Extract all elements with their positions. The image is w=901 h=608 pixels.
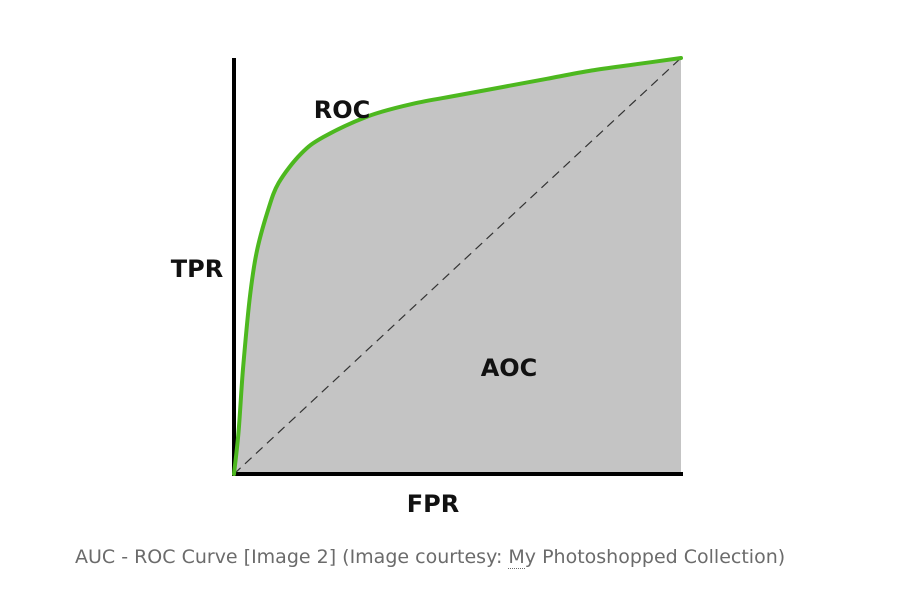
area-label: AOC xyxy=(481,354,538,382)
caption-suffix: y Photoshopped Collection) xyxy=(524,546,786,568)
figure-caption: AUC - ROC Curve [Image 2] (Image courtes… xyxy=(75,546,786,569)
roc-chart: ROC AOC TPR FPR xyxy=(171,56,683,518)
y-axis-label: TPR xyxy=(171,255,223,283)
random-classifier-diagonal xyxy=(233,57,682,475)
roc-curve-line xyxy=(232,56,683,476)
roc-curve-label: ROC xyxy=(314,96,371,124)
x-axis-label: FPR xyxy=(407,490,459,518)
caption-abbr: M xyxy=(508,546,525,569)
caption-prefix: AUC - ROC Curve [Image 2] (Image courtes… xyxy=(75,546,509,568)
